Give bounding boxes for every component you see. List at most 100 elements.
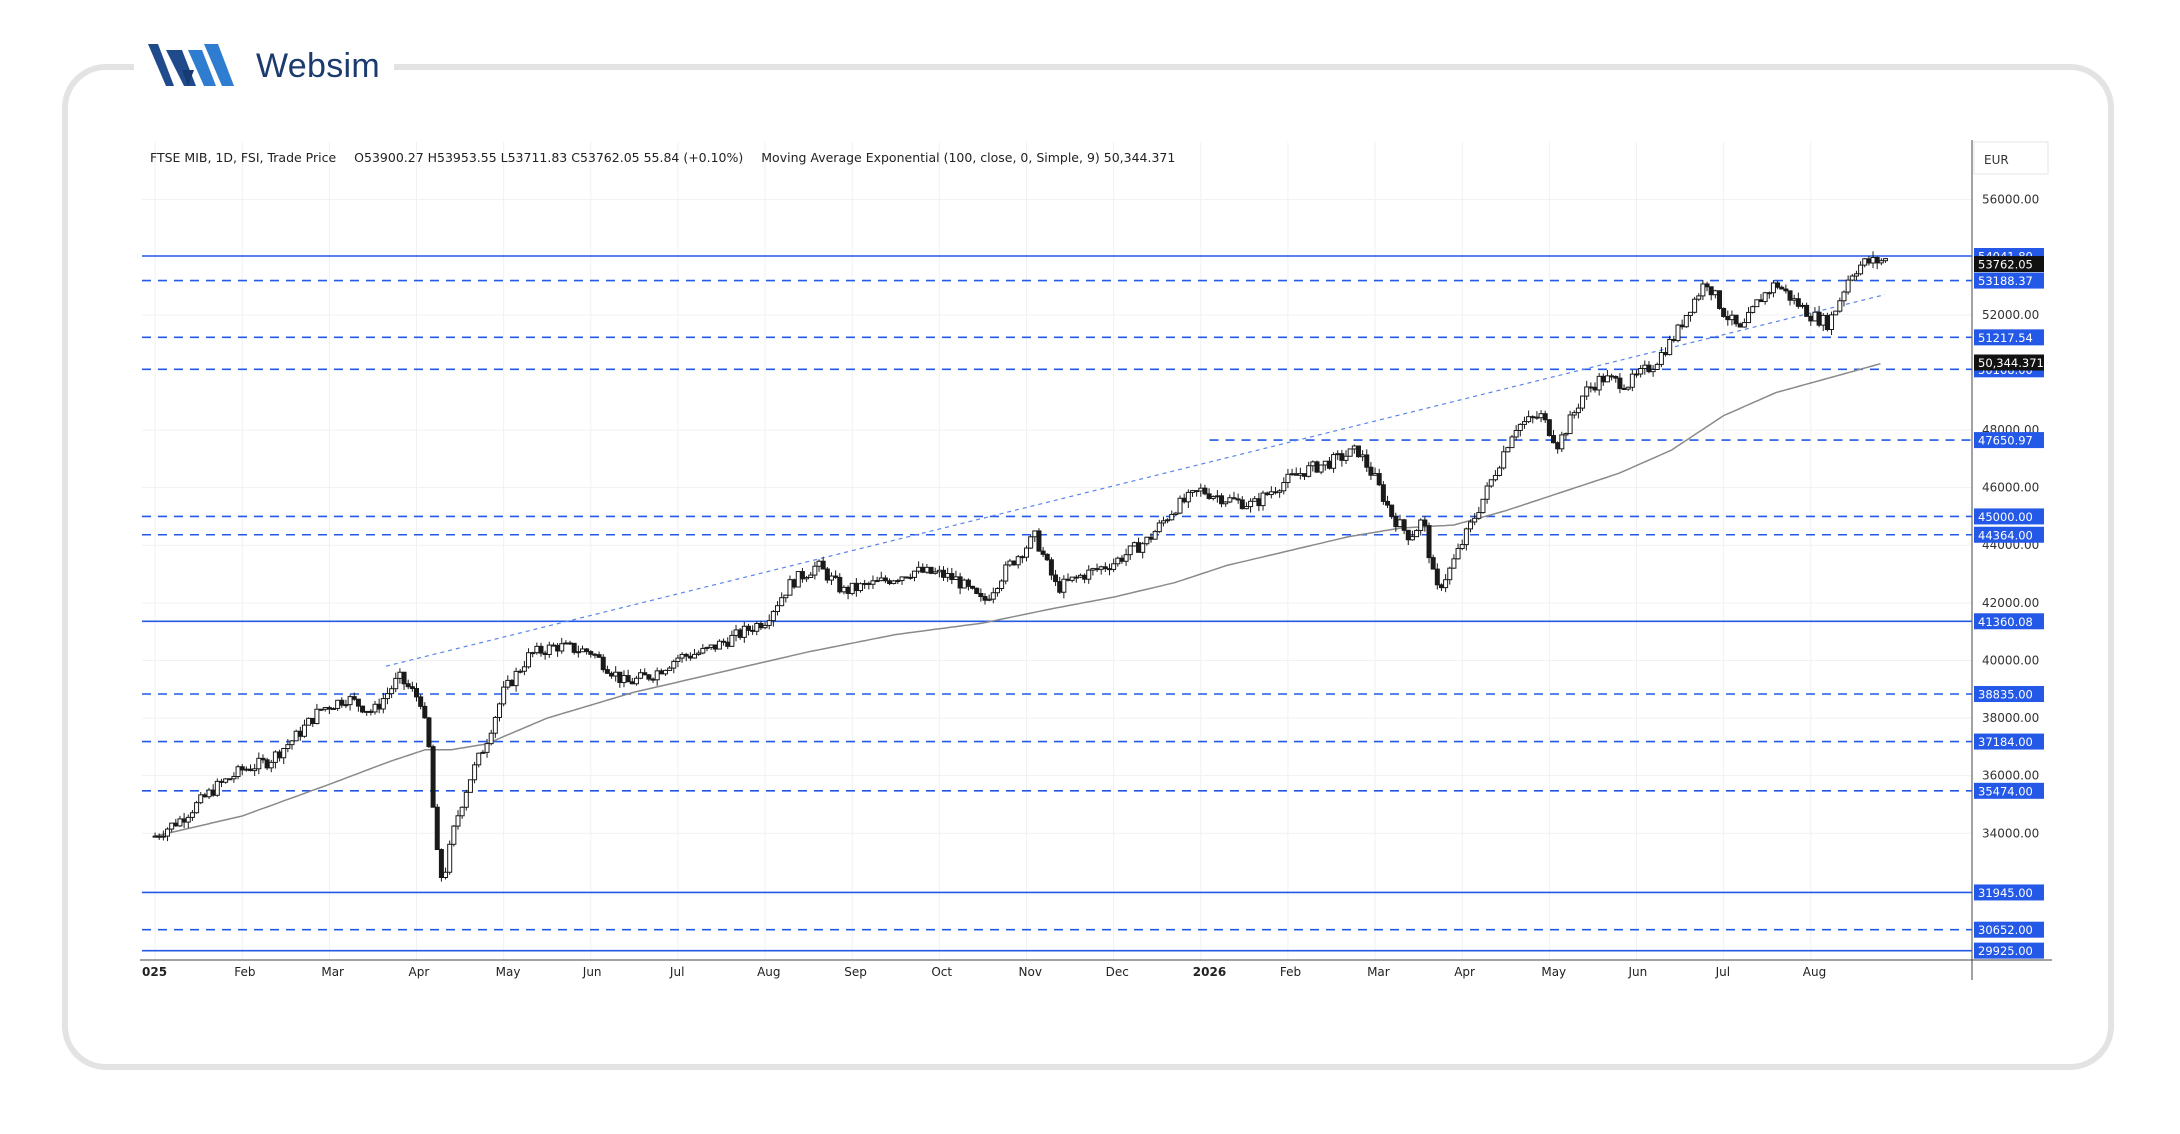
candle-body xyxy=(235,766,241,778)
candle-body xyxy=(1028,536,1034,549)
candle-body xyxy=(741,625,747,638)
candle-body xyxy=(638,672,644,679)
candle-body xyxy=(1521,421,1527,425)
price-chart[interactable]: EUR 34000.00 36000.00 38000.00 40000.00 42000… xyxy=(140,140,2055,980)
candle-body xyxy=(675,657,681,662)
candle xyxy=(1173,511,1179,517)
candle-body xyxy=(1530,416,1536,419)
candle xyxy=(160,830,166,841)
candle-body xyxy=(750,629,756,632)
candle-body xyxy=(654,670,660,681)
candle-body xyxy=(1073,576,1079,579)
candle xyxy=(496,702,502,722)
candle xyxy=(1779,285,1785,290)
candle-body xyxy=(1551,435,1557,444)
candle-body xyxy=(745,625,751,631)
candle xyxy=(1629,370,1635,392)
level-badge: 41360.08 xyxy=(1978,615,2033,629)
candle xyxy=(1497,465,1503,477)
candle-body xyxy=(1754,299,1760,308)
level-badge: 31945.00 xyxy=(1978,886,2033,900)
candle-body xyxy=(982,596,988,601)
candle xyxy=(1036,528,1042,552)
candle xyxy=(1675,323,1681,343)
chart-area[interactable]: EUR 34000.00 36000.00 38000.00 40000.00 42000… xyxy=(140,140,2055,980)
candle xyxy=(671,659,677,674)
candle xyxy=(1687,311,1693,322)
candle-body xyxy=(1650,368,1656,373)
candle-body xyxy=(924,566,930,573)
candle xyxy=(911,570,917,582)
level-badge-bg xyxy=(1974,272,2044,289)
candle-body xyxy=(306,717,312,726)
candle-body xyxy=(762,624,768,629)
candle-body xyxy=(1687,311,1693,316)
candle-body xyxy=(530,652,536,655)
candle-body xyxy=(555,644,561,652)
candle-body xyxy=(1708,286,1714,296)
candle-body xyxy=(1779,286,1785,290)
candle xyxy=(1140,541,1146,559)
candle xyxy=(1102,562,1108,573)
candle-body xyxy=(609,672,615,677)
candle xyxy=(741,621,747,643)
candle-body xyxy=(1679,324,1685,328)
candle xyxy=(389,685,395,699)
candle-body xyxy=(218,780,224,783)
candle xyxy=(1833,310,1839,316)
candle-body xyxy=(1111,563,1117,570)
candle xyxy=(903,576,909,579)
candle-body xyxy=(1513,429,1519,438)
grid xyxy=(142,142,1972,960)
candle-body xyxy=(418,696,424,707)
candle xyxy=(646,674,652,682)
candle xyxy=(1542,410,1548,423)
candle-body xyxy=(1347,448,1353,457)
level-badge-bg xyxy=(1974,921,2044,938)
candle xyxy=(795,571,801,588)
candle xyxy=(1231,491,1237,500)
candle-body xyxy=(1177,497,1183,514)
candle xyxy=(1451,554,1457,569)
candle xyxy=(355,698,361,712)
candle-body xyxy=(994,587,1000,594)
candle-body xyxy=(1497,467,1503,476)
x-tick-label: May xyxy=(1541,965,1566,979)
candle-body xyxy=(1546,419,1552,437)
level-badge-bg xyxy=(1974,942,2044,959)
level-badge: 51217.54 xyxy=(1978,331,2033,345)
candle xyxy=(1762,291,1768,305)
level-badge: 37184.00 xyxy=(1978,735,2033,749)
candle-body xyxy=(791,579,797,588)
level-badge-bg xyxy=(1974,613,2044,630)
candle xyxy=(849,582,855,596)
level-badge: 38835.00 xyxy=(1978,688,2033,702)
candle xyxy=(596,651,602,658)
candle xyxy=(1248,498,1254,513)
candle-body xyxy=(227,778,233,781)
candle-body xyxy=(1040,550,1046,555)
candle-body xyxy=(1729,314,1735,321)
candle xyxy=(1584,380,1590,400)
candle-body xyxy=(667,667,673,671)
candle xyxy=(808,571,814,578)
candle-body xyxy=(1148,536,1154,540)
candle-body xyxy=(459,806,465,817)
candle-body xyxy=(1559,434,1565,450)
candle-body xyxy=(156,835,162,838)
candle xyxy=(1750,305,1756,314)
candle-body xyxy=(1770,282,1776,294)
candle-body xyxy=(1592,386,1598,391)
candle-body xyxy=(505,679,511,688)
candle xyxy=(447,840,453,875)
candle-body xyxy=(339,699,345,706)
ema-value-badge-bg xyxy=(1974,354,2044,371)
candle xyxy=(1841,290,1847,307)
candle-body xyxy=(293,730,299,742)
candle-body xyxy=(1351,445,1357,450)
candle-body xyxy=(1418,519,1424,531)
candle-body xyxy=(733,629,739,636)
candle xyxy=(1223,501,1229,507)
candle xyxy=(430,744,436,808)
candle xyxy=(301,719,307,738)
